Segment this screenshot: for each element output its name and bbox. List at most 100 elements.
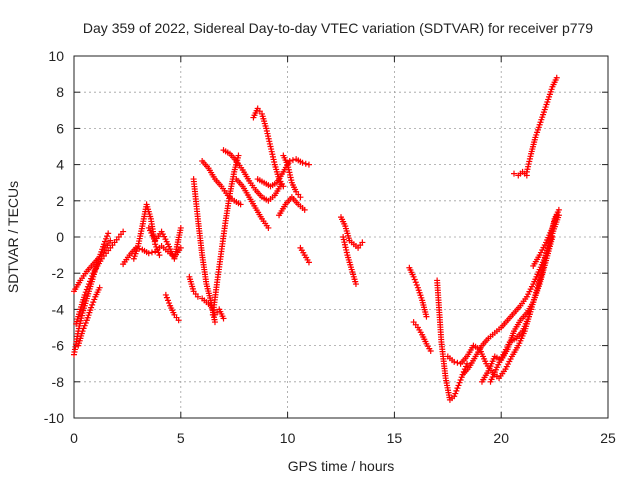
series-arc-12 — [209, 152, 242, 318]
data-point — [222, 220, 229, 227]
data-point — [535, 124, 542, 131]
y-tick-label: 10 — [48, 48, 64, 64]
series-arc-8 — [162, 291, 182, 324]
data-point — [490, 355, 497, 362]
data-point — [540, 111, 547, 118]
data-point — [418, 294, 425, 301]
data-point — [155, 249, 162, 256]
data-point — [134, 245, 141, 252]
series-arc-4 — [75, 284, 103, 349]
data-point — [100, 253, 107, 260]
data-point — [226, 193, 233, 200]
series-arc-3 — [73, 228, 127, 327]
data-point — [105, 240, 112, 247]
y-tick-label: 0 — [56, 229, 64, 245]
data-point — [80, 294, 87, 301]
data-point — [117, 231, 124, 238]
series-arc-20 — [338, 214, 366, 251]
data-point — [257, 213, 264, 220]
x-tick-label: 0 — [70, 430, 78, 446]
data-point — [515, 304, 522, 311]
data-point — [147, 213, 154, 220]
data-point — [538, 272, 545, 279]
data-point — [201, 297, 208, 304]
x-axis-label: GPS time / hours — [288, 458, 395, 474]
data-point — [343, 249, 350, 256]
data-point — [446, 394, 453, 401]
data-point — [162, 291, 169, 298]
data-point — [76, 279, 83, 286]
series-arc-24 — [434, 277, 471, 403]
series-arc-7 — [145, 224, 184, 262]
y-axis-label: SDTVAR / TECUs — [5, 181, 21, 293]
data-point — [483, 337, 490, 344]
data-point — [163, 238, 170, 245]
x-tick-label: 20 — [493, 430, 509, 446]
data-point — [162, 246, 169, 253]
data-point — [516, 319, 523, 326]
data-point — [507, 355, 514, 362]
data-points — [71, 74, 562, 403]
data-point — [457, 376, 464, 383]
data-point — [426, 345, 433, 352]
y-tick-label: 4 — [56, 157, 64, 173]
data-point — [82, 319, 89, 326]
data-point — [292, 186, 299, 193]
data-point — [262, 122, 269, 129]
data-point — [82, 289, 89, 296]
data-point — [97, 258, 104, 265]
y-tick-label: -6 — [52, 338, 65, 354]
data-point — [489, 331, 496, 338]
data-point — [511, 170, 518, 177]
data-point — [531, 136, 538, 143]
data-point — [78, 330, 85, 337]
data-point — [154, 246, 161, 253]
data-point — [88, 275, 95, 282]
data-point — [500, 368, 507, 375]
data-point — [496, 326, 503, 333]
data-point — [266, 140, 273, 147]
data-point — [299, 205, 306, 212]
axis-ticks: 0 5 10 15 20 25 -10 -8 -6 -4 -2 0 2 4 6 8 10 — [44, 48, 616, 446]
data-point — [422, 311, 429, 318]
data-point — [89, 301, 96, 308]
data-point — [244, 192, 251, 199]
y-tick-label: -4 — [52, 301, 65, 317]
data-point — [238, 181, 245, 188]
data-point — [76, 308, 83, 315]
x-tick-label: 10 — [280, 430, 296, 446]
data-point — [205, 300, 212, 307]
data-point — [103, 235, 110, 242]
data-point — [469, 344, 476, 351]
data-point — [271, 159, 278, 166]
data-point — [505, 341, 512, 348]
data-point — [524, 316, 531, 323]
series-arc-13 — [220, 147, 285, 204]
data-point — [271, 180, 278, 187]
data-point — [535, 254, 542, 261]
series-arc-10 — [190, 176, 218, 326]
data-point — [82, 270, 89, 277]
data-point — [230, 171, 237, 178]
series-arc-11 — [199, 157, 244, 208]
data-point — [554, 209, 561, 216]
data-point — [442, 372, 449, 379]
data-point — [251, 202, 258, 209]
data-point — [458, 374, 465, 381]
data-point — [109, 242, 116, 249]
data-point — [453, 387, 460, 394]
data-point — [238, 164, 245, 171]
data-point — [213, 281, 220, 288]
data-point — [207, 295, 214, 302]
data-point — [471, 355, 478, 362]
data-point — [297, 158, 304, 165]
data-point — [477, 344, 484, 351]
series-arc-31 — [530, 212, 560, 269]
data-point — [409, 271, 416, 278]
chart-title: Day 359 of 2022, Sidereal Day-to-day VTE… — [83, 20, 593, 36]
data-point — [258, 178, 265, 185]
data-point — [527, 153, 534, 160]
data-point — [203, 278, 210, 285]
data-point — [256, 108, 263, 115]
